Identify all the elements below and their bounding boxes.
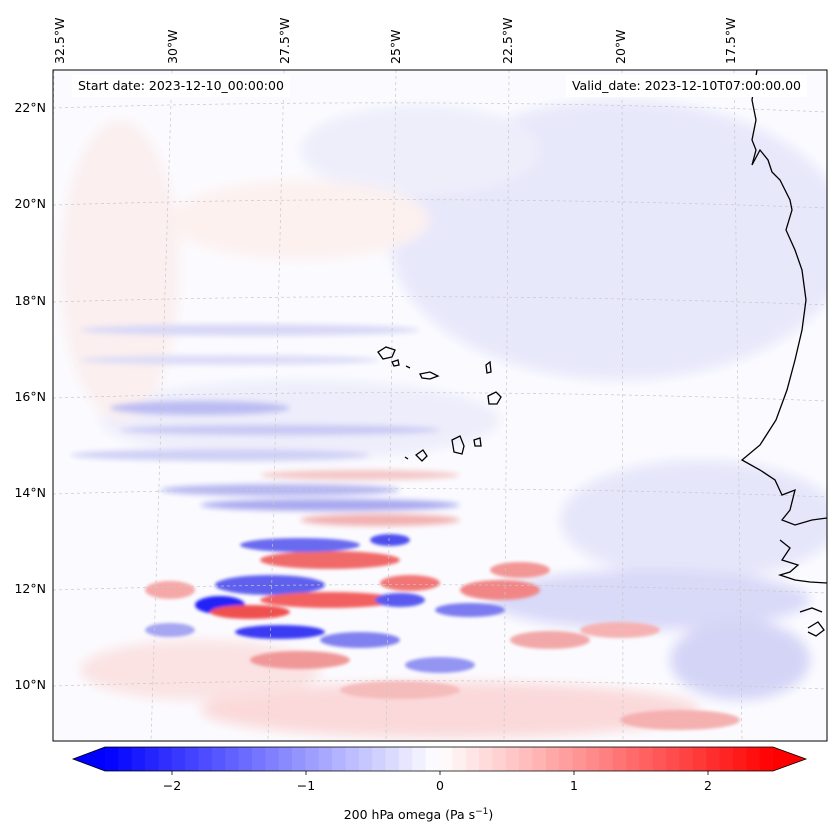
colorbar-label-text: 200 hPa omega (Pa s [343,807,476,823]
lat-tick-labels: 22°N 20°N 18°N 16°N 14°N 12°N 10°N [14,100,46,692]
colorbar-step [505,747,520,771]
colorbar-step [572,747,587,771]
colorbar-steps [73,747,806,771]
colorbar-step [746,747,761,771]
lat-tick-label: 12°N [14,581,46,596]
lon-tick-label: 17.5°W [723,18,738,64]
colorbar-step [479,747,493,771]
colorbar-step [759,747,774,771]
colorbar-step [492,747,507,771]
coastlines [377,70,827,637]
colorbar-step [265,747,280,771]
colorbar-tick-label: 2 [704,778,712,793]
colorbar-ticks [171,771,709,775]
colorbar-label-exponent: −1 [475,807,489,817]
colorbar-step [425,747,440,771]
colorbar: −2 −1 0 1 2 [71,746,808,793]
colorbar-tick-label: 0 [436,778,444,793]
colorbar-step [439,747,453,771]
colorbar-step [719,747,734,771]
start-date-label: Start date: 2023-12-10_00:00:00 [72,75,290,97]
colorbar-tick-label: −2 [163,778,181,793]
colorbar-step [639,747,654,771]
valid-date-label: Valid_date: 2023-12-10T07:00:00.00 [565,75,807,97]
colorbar-step [211,747,226,771]
lat-tick-label: 10°N [14,677,46,692]
gridlines [53,70,827,741]
lon-tick-label: 32.5°W [52,18,67,64]
lat-tick-label: 22°N [14,100,46,115]
colorbar-step [158,747,173,771]
colorbar-step [519,747,534,771]
colorbar-step [559,747,574,771]
colorbar-step [626,747,640,771]
colorbar-step [345,747,360,771]
colorbar-step [225,747,240,771]
colorbar-step [251,747,266,771]
colorbar-step [679,747,694,771]
lat-tick-label: 16°N [14,389,46,404]
colorbar-step [358,747,373,771]
colorbar-step [171,747,186,771]
colorbar-step [652,747,667,771]
lon-tick-label: 27.5°W [277,18,292,64]
colorbar-step [692,747,707,771]
colorbar-step [412,747,427,771]
omega-field [53,70,827,741]
colorbar-step [118,747,133,771]
colorbar-step [238,747,253,771]
colorbar-step [105,747,119,771]
colorbar-tick-label: 1 [570,778,578,793]
colorbar-step [185,747,200,771]
colorbar-step [292,747,306,771]
colorbar-extend-max [773,747,806,771]
lon-tick-label: 30°W [165,29,180,64]
colorbar-extend-min [73,747,105,771]
colorbar-label-close: ) [488,807,494,823]
lat-tick-label: 20°N [14,196,46,211]
colorbar-tick-label: −1 [297,778,315,793]
colorbar-step [385,747,400,771]
colorbar-step [305,747,320,771]
colorbar-step [131,747,146,771]
colorbar-step [666,747,680,771]
colorbar-step [332,747,346,771]
colorbar-step [706,747,721,771]
colorbar-step [612,747,627,771]
lat-tick-label: 18°N [14,293,46,308]
lon-tick-labels: 32.5°W 30°W 27.5°W 25°W 22.5°W 20°W 17.5… [52,18,738,64]
colorbar-step [278,747,293,771]
colorbar-step [198,747,213,771]
colorbar-step [452,747,467,771]
colorbar-step [599,747,614,771]
colorbar-step [145,747,159,771]
lat-tick-label: 14°N [14,485,46,500]
colorbar-step [732,747,747,771]
colorbar-step [372,747,387,771]
map-frame [52,69,828,742]
colorbar-outline [71,746,808,772]
colorbar-step [318,747,333,771]
lon-tick-label: 20°W [613,29,628,64]
colorbar-step [398,747,413,771]
colorbar-step [532,747,547,771]
colorbar-step [545,747,560,771]
colorbar-step [585,747,600,771]
lon-tick-label: 25°W [388,29,403,64]
colorbar-step [465,747,480,771]
colorbar-label: 200 hPa omega (Pa s−1) [0,807,837,822]
lon-tick-label: 22.5°W [500,18,515,64]
